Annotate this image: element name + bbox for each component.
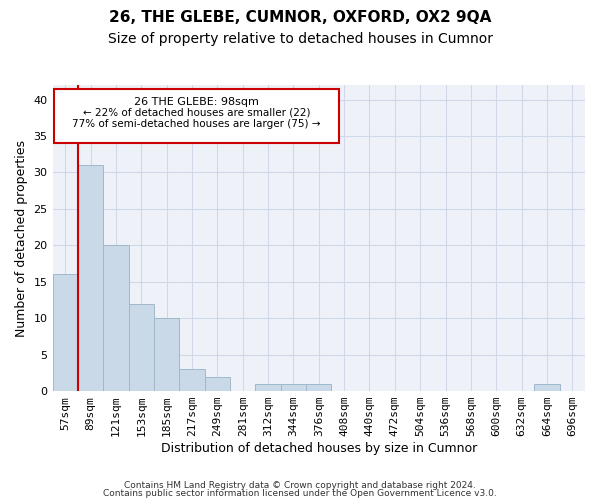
Bar	[103, 246, 128, 391]
Bar	[54, 88, 339, 144]
Bar	[179, 369, 205, 391]
Text: 26, THE GLEBE, CUMNOR, OXFORD, OX2 9QA: 26, THE GLEBE, CUMNOR, OXFORD, OX2 9QA	[109, 10, 491, 25]
Y-axis label: Number of detached properties: Number of detached properties	[15, 140, 28, 336]
Bar	[256, 384, 281, 391]
Text: 26 THE GLEBE: 98sqm: 26 THE GLEBE: 98sqm	[134, 96, 259, 106]
Text: Contains public sector information licensed under the Open Government Licence v3: Contains public sector information licen…	[103, 488, 497, 498]
Bar	[53, 274, 78, 391]
Bar	[205, 376, 230, 391]
Bar	[78, 165, 103, 391]
Bar	[154, 318, 179, 391]
X-axis label: Distribution of detached houses by size in Cumnor: Distribution of detached houses by size …	[161, 442, 477, 455]
Bar	[306, 384, 331, 391]
Bar	[534, 384, 560, 391]
Bar	[281, 384, 306, 391]
Text: ← 22% of detached houses are smaller (22): ← 22% of detached houses are smaller (22…	[83, 108, 310, 118]
Text: Size of property relative to detached houses in Cumnor: Size of property relative to detached ho…	[107, 32, 493, 46]
Text: Contains HM Land Registry data © Crown copyright and database right 2024.: Contains HM Land Registry data © Crown c…	[124, 481, 476, 490]
Bar	[128, 304, 154, 391]
Text: 77% of semi-detached houses are larger (75) →: 77% of semi-detached houses are larger (…	[72, 120, 320, 130]
